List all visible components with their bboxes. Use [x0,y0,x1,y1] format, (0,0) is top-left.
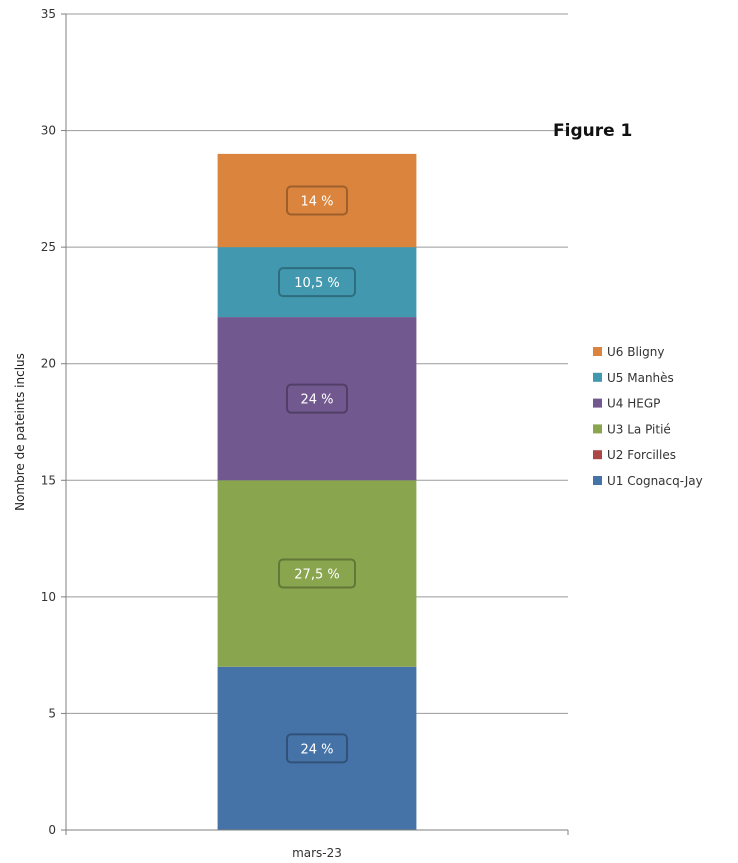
y-tick-label: 35 [41,7,56,21]
data-label: 14 % [300,195,333,210]
y-tick-label: 30 [41,124,56,138]
x-axis: mars-23 [65,829,569,860]
legend-swatch [593,450,602,460]
segment-labels: 24 % 27,5 % 24 % 10,5 % 14 % [278,185,356,764]
data-label: 27,5 % [294,568,339,583]
legend: U6 Bligny U5 Manhès U4 HEGP U3 La Pitié U2 F… [593,345,703,488]
legend-label: U6 Bligny [607,345,664,359]
y-tick-label: 25 [41,240,56,254]
y-tick-label: 10 [41,590,56,604]
legend-label: U1 Cognacq-Jay [607,474,703,488]
data-label: 24 % [300,742,333,757]
data-label-box [286,733,348,764]
data-label-box [286,185,348,216]
legend-swatch [593,424,602,434]
data-label: 24 % [300,393,333,408]
bar-segments [217,153,417,830]
y-tick-label: 5 [48,706,56,720]
legend-label: U4 HEGP [607,397,660,411]
data-label-box [278,558,356,589]
y-axis: 0 5 10 15 20 25 30 35 [41,7,67,837]
y-tick-label: 20 [41,357,56,371]
legend-label: U5 Manhès [607,371,674,385]
data-label: 10,5 % [294,276,339,291]
legend-swatch [593,398,602,408]
legend-swatch [593,347,602,356]
data-label-box [278,267,356,298]
y-tick-label: 15 [41,473,56,487]
y-axis-title: Nombre de pateints inclus [13,353,27,511]
legend-label: U2 Forcilles [607,448,676,462]
legend-swatch [593,372,602,382]
figure-label: Figure 1 [553,121,633,141]
legend-label: U3 La Pitié [607,422,671,436]
y-tick-label: 0 [48,823,56,837]
data-label-box [286,383,348,414]
x-tick-label: mars-23 [292,846,342,860]
legend-swatch [593,476,602,485]
